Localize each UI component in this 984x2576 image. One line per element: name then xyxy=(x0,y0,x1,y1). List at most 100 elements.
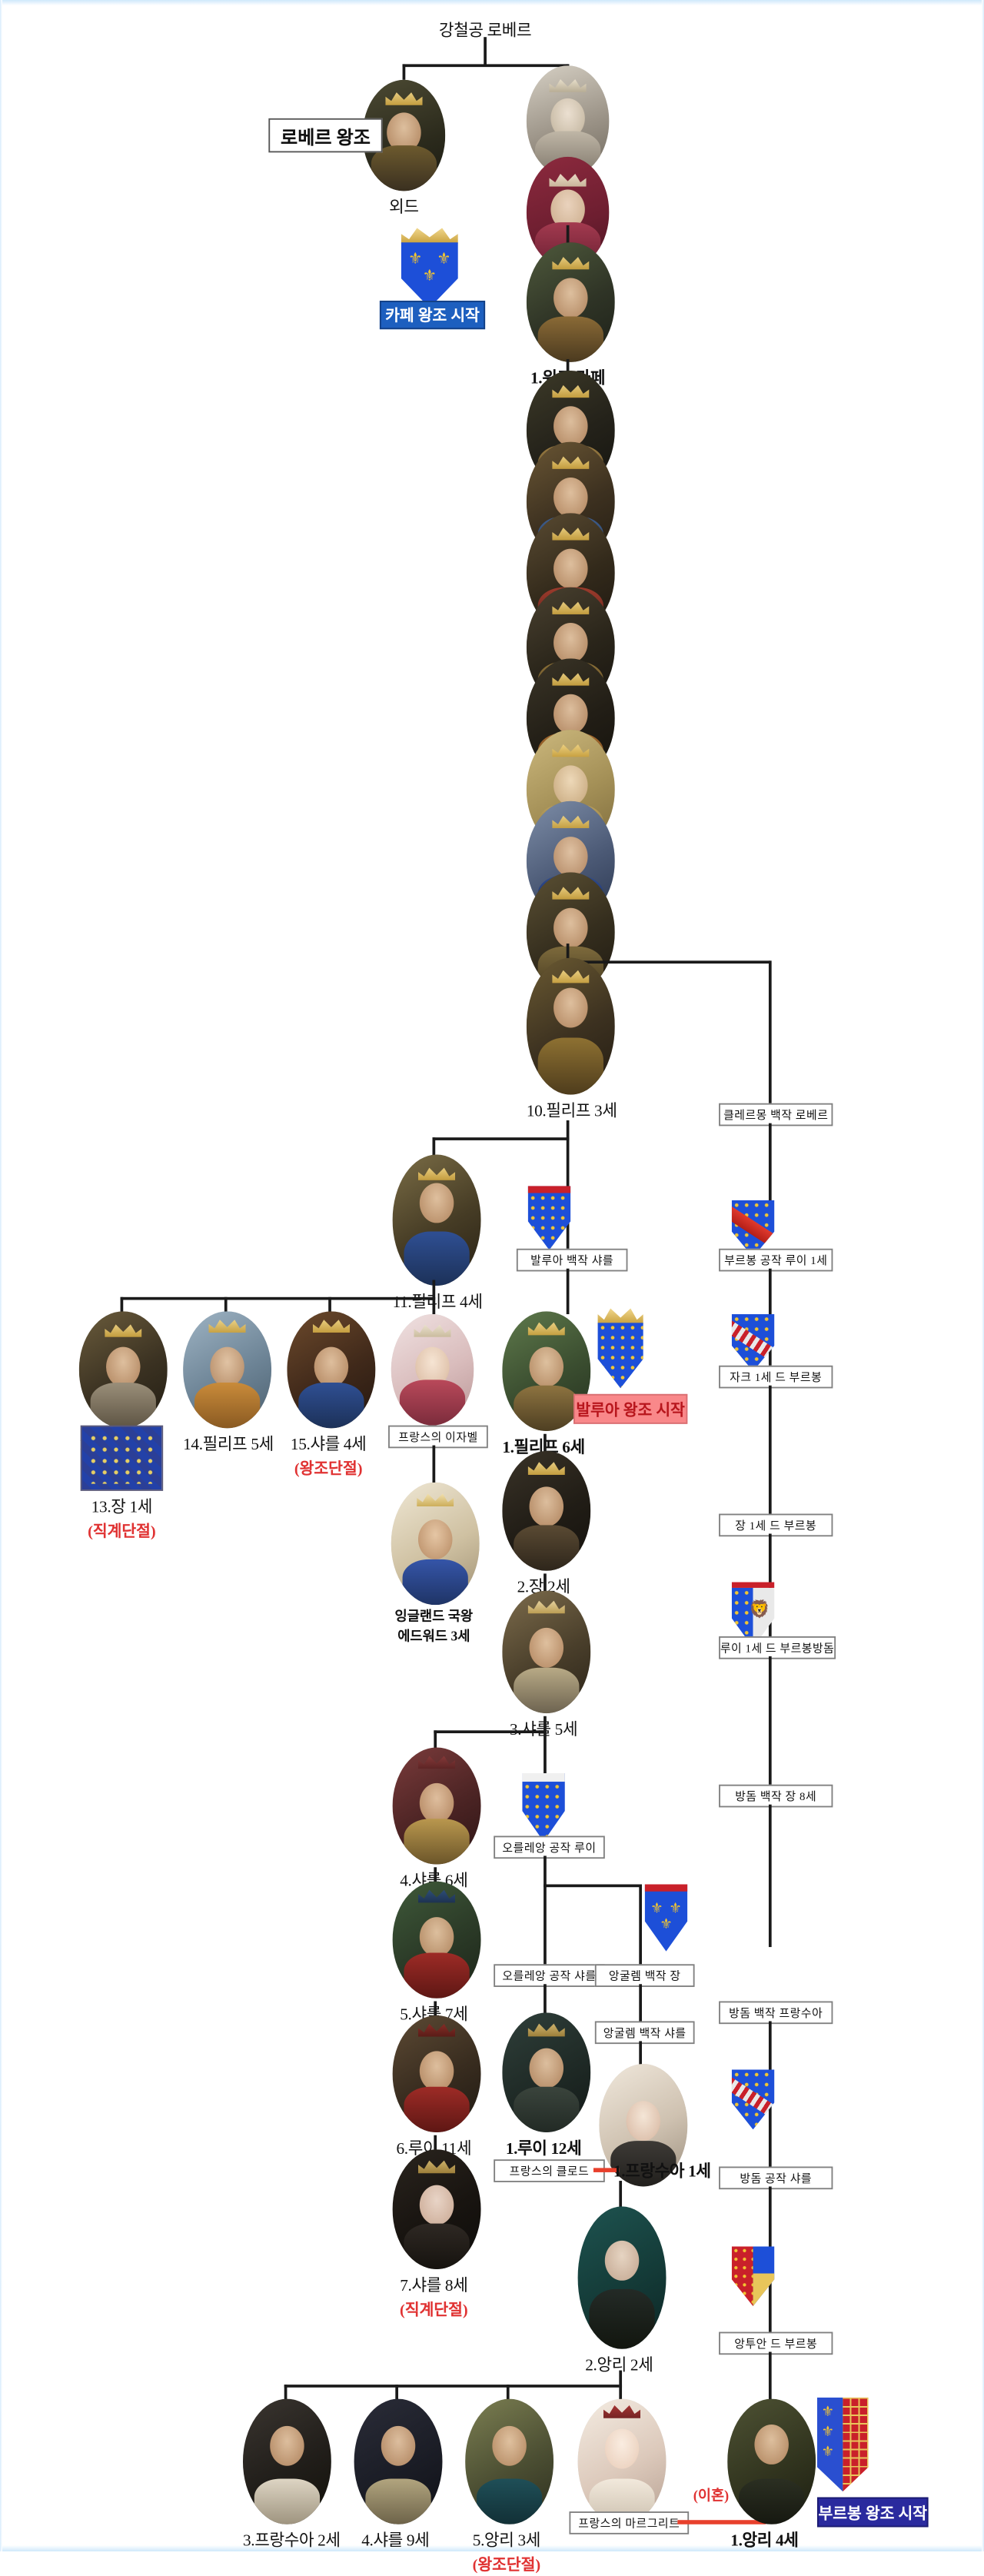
portrait-louis-xi xyxy=(392,2015,481,2133)
person-charles-vii[interactable]: 5.샤를 7세 xyxy=(392,1881,481,2025)
page-left-edge xyxy=(0,0,2,2551)
connector-charles6-charles7 xyxy=(433,1867,437,1888)
connector-orleans-split xyxy=(543,1884,640,1888)
box-jacques-i-de-bourbon[interactable]: 자크 1세 드 부르봉 xyxy=(718,1365,833,1389)
person-edward-iii[interactable] xyxy=(391,1482,480,1606)
portrait-isabella-of-france xyxy=(391,1314,474,1426)
connector-child-henri3 xyxy=(506,2385,510,2402)
connector-bourbon-a xyxy=(768,1123,772,1226)
person-hugh-capet[interactable]: 1.위그 카페 xyxy=(526,242,615,389)
box-jean-i-de-bourbon[interactable]: 장 1세 드 부르봉 xyxy=(718,1513,833,1537)
page-bottom-gradient xyxy=(0,2545,984,2551)
person-henri-ii[interactable]: 2.앙리 2세 xyxy=(577,2206,667,2376)
portrait-philip-iii xyxy=(526,957,615,1095)
portrait-charles-vii xyxy=(392,1881,481,1999)
connector-child-charles4 xyxy=(327,1296,331,1315)
box-claude-of-france[interactable]: 프랑스의 클로드 xyxy=(493,2159,605,2182)
coat-of-arms-bourbon-louis1 xyxy=(731,1200,775,1257)
box-jean-viii-count-of-vendome[interactable]: 방돔 백작 장 8세 xyxy=(718,1784,833,1808)
portrait-charles-iv xyxy=(287,1311,375,1429)
box-robert-count-of-clermont[interactable]: 클레르몽 백작 로베르 xyxy=(718,1103,833,1127)
connector-bourbon-c xyxy=(768,1385,772,1526)
portrait-charles-viii xyxy=(392,2149,481,2269)
connector-to-charles6 xyxy=(433,1730,437,1751)
marriage-line-francis-claude xyxy=(593,2168,619,2172)
person-charles-v[interactable]: 3.샤를 5세 xyxy=(501,1590,590,1741)
box-louis-i-de-bourbon-vendome[interactable]: 루이 1세 드 부르봉방돔 xyxy=(718,1636,836,1659)
person-henri-iii[interactable]: 5.앙리 3세 (왕조단절) xyxy=(464,2398,554,2576)
connector-francis1-henri2 xyxy=(618,2181,622,2215)
box-isabella-of-france[interactable]: 프랑스의 이자벨 xyxy=(387,1425,488,1449)
person-francis-i-portrait[interactable] xyxy=(599,2064,687,2187)
portrait-charles-v xyxy=(501,1590,590,1714)
person-philip-v[interactable]: 14.필리프 5세 xyxy=(182,1311,274,1455)
person-louis-xii[interactable]: 1.루이 12세 xyxy=(501,2012,590,2159)
portrait-john-i-tomb xyxy=(80,1425,163,1491)
connector-child-isabella xyxy=(432,1296,435,1315)
connector-henri2-children xyxy=(284,2385,619,2388)
dynasty-banner-robert: 로베르 왕조 xyxy=(268,118,383,153)
connector-child-philip5 xyxy=(224,1296,228,1315)
connector-ancestor-down xyxy=(483,37,487,66)
portrait-henri-iii xyxy=(464,2398,554,2524)
label-edward-iii-line2: 에드워드 3세 xyxy=(397,1630,470,1645)
connector-louis9-split xyxy=(566,960,770,964)
portrait-marguerite-of-france xyxy=(577,2398,667,2524)
connector-charles5-split xyxy=(433,1730,544,1734)
label-edward-iii-line1: 잉글랜드 국왕 xyxy=(394,1610,473,1626)
portrait-philip-iv xyxy=(392,1154,481,1286)
person-john-i[interactable]: 13.장 1세 (직계단절) xyxy=(87,1499,156,1541)
coat-of-arms-valois-crowned xyxy=(597,1308,643,1389)
portrait-edward-iii xyxy=(391,1482,480,1606)
box-jean-count-of-angouleme[interactable]: 앙굴렘 백작 장 xyxy=(594,1964,695,1987)
ancestor-robert-label: 강철공 로베르 xyxy=(438,22,532,40)
person-francis-ii[interactable]: 3.프랑수아 2세 xyxy=(242,2398,341,2551)
connector-charles-valois-philip6 xyxy=(566,1268,570,1315)
coat-of-arms-orleans xyxy=(521,1772,565,1842)
portrait-henri-iv xyxy=(726,2398,816,2524)
person-louis-xi[interactable]: 6.루이 11세 xyxy=(392,2015,481,2159)
portrait-louis-xii xyxy=(501,2012,590,2133)
box-marguerite-of-france[interactable]: 프랑스의 마르그리트 xyxy=(569,2511,689,2534)
page-top-gradient xyxy=(0,0,984,5)
connector-isabella-edward3 xyxy=(432,1445,435,1491)
portrait-louis-x xyxy=(78,1311,168,1429)
connector-to-jean-angouleme xyxy=(638,1884,642,1968)
marriage-line-marguerite-henri4 xyxy=(676,2520,766,2524)
connector-angouleme-francis1 xyxy=(638,2041,642,2073)
person-philip-iii[interactable]: 10.필리프 3세 xyxy=(526,957,617,1122)
person-charles-viii[interactable]: 7.샤를 8세 (직계단절) xyxy=(392,2149,481,2320)
connector-angouleme-down xyxy=(638,1984,642,2025)
coat-of-arms-bourbon-vendome: 🦁 xyxy=(731,1582,775,1648)
person-henri-iv[interactable]: 1.앙리 4세 xyxy=(726,2398,816,2551)
coat-of-arms-capet: ⚜ ⚜ ⚜ xyxy=(401,228,458,308)
box-antoine-de-bourbon[interactable]: 앙투안 드 부르봉 xyxy=(718,2331,833,2355)
box-louis-duke-of-orleans[interactable]: 오를레앙 공작 루이 xyxy=(493,1835,605,1859)
coat-of-arms-valois xyxy=(527,1186,570,1250)
genealogy-chart: 강철공 로베르 외드 로베르 왕조 로베르 1세 대大 위그 xyxy=(58,0,929,2574)
box-charles-of-valois[interactable]: 발루아 백작 샤를 xyxy=(516,1248,628,1272)
connector-john2-charles5 xyxy=(543,1573,547,1597)
person-philip-iv[interactable]: 11.필리프 4세 xyxy=(392,1154,483,1313)
person-charles-iv[interactable]: 15.샤를 4세 (왕조단절) xyxy=(287,1311,375,1479)
person-john-ii[interactable]: 2.장 2세 xyxy=(501,1450,590,1598)
connector-to-philip4 xyxy=(432,1137,435,1158)
box-louis-i-duke-of-bourbon[interactable]: 부르봉 공작 루이 1세 xyxy=(718,1248,833,1272)
portrait-francis-ii xyxy=(242,2398,331,2524)
label-francis-i: 1.프랑수아 1세 xyxy=(613,2163,711,2182)
dynasty-banner-bourbon: 부르봉 왕조 시작 xyxy=(816,2497,929,2528)
person-isabella-of-france[interactable] xyxy=(391,1314,474,1426)
person-marguerite-of-france[interactable] xyxy=(577,2398,667,2524)
connector-philip6-john2 xyxy=(543,1433,547,1457)
box-charles-count-of-angouleme[interactable]: 앙굴렘 백작 샤를 xyxy=(594,2021,695,2045)
connector-to-eudes xyxy=(402,64,405,80)
coat-of-arms-angouleme: ⚜ ⚜ ⚜ xyxy=(644,1884,687,1952)
box-francois-count-of-vendome[interactable]: 방돔 백작 프랑수아 xyxy=(718,2001,833,2025)
box-charles-duke-of-orleans[interactable]: 오를레앙 공작 샤를 xyxy=(493,1964,605,1987)
box-charles-duke-of-vendome[interactable]: 방돔 공작 샤를 xyxy=(718,2166,833,2190)
person-charles-ix[interactable]: 4.샤를 9세 xyxy=(354,2398,443,2551)
connector-charles7-louis11 xyxy=(433,2001,437,2022)
connector-philip4-down xyxy=(432,1280,435,1300)
person-eudes[interactable]: 외드 xyxy=(362,79,445,218)
connector-philip3-split xyxy=(432,1137,568,1140)
